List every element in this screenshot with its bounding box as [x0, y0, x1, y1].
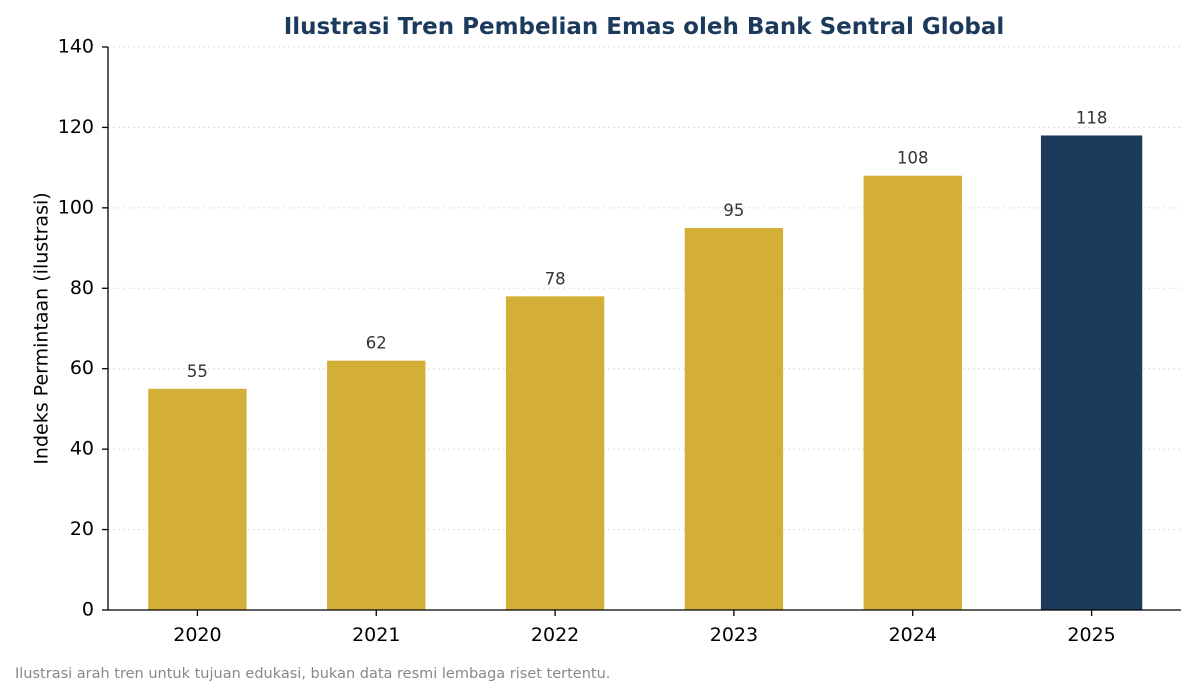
- y-tick-label: 0: [82, 599, 94, 621]
- x-tick-label-2024: 2024: [889, 624, 937, 646]
- x-tick-label-2021: 2021: [352, 624, 400, 646]
- x-tick-label-2025: 2025: [1067, 624, 1115, 646]
- y-tick-label: 80: [70, 277, 94, 299]
- data-label-2022: 78: [545, 269, 566, 288]
- bar-2020: [148, 388, 247, 610]
- data-label-2024: 108: [897, 149, 929, 168]
- y-tick-label: 140: [58, 36, 94, 58]
- x-axis-ticks: 2020 2021 2022 2023 2024 2025: [173, 610, 1116, 646]
- y-tick-label: 40: [70, 438, 94, 460]
- bar-2022: [505, 296, 605, 610]
- footnote: Ilustrasi arah tren untuk tujuan edukasi…: [15, 666, 611, 682]
- gridlines: [108, 46, 1181, 531]
- bar-2025: [1040, 135, 1143, 610]
- data-label-2025: 118: [1076, 108, 1108, 127]
- data-label-2020: 55: [187, 362, 208, 381]
- x-tick-label-2023: 2023: [710, 624, 758, 646]
- data-label-2021: 62: [366, 334, 387, 353]
- y-tick-label: 100: [58, 196, 94, 218]
- bar-2024: [863, 175, 962, 610]
- bars: [148, 135, 1143, 610]
- y-axis-label: Indeks Permintaan (ilustrasi): [31, 192, 53, 464]
- data-label-2023: 95: [723, 201, 744, 220]
- bar-2023: [684, 227, 784, 610]
- y-tick-label: 60: [70, 357, 94, 379]
- x-tick-label-2020: 2020: [173, 624, 221, 646]
- chart-title: Ilustrasi Tren Pembelian Emas oleh Bank …: [284, 14, 1005, 40]
- y-tick-label: 20: [70, 518, 94, 540]
- data-labels: 55 62 78 95 108 118: [187, 108, 1107, 380]
- bar-2021: [327, 360, 426, 610]
- y-axis-ticks: 0 20 40 60 80 100 120 140: [58, 36, 108, 621]
- x-tick-label-2022: 2022: [531, 624, 579, 646]
- y-tick-label: 120: [58, 116, 94, 138]
